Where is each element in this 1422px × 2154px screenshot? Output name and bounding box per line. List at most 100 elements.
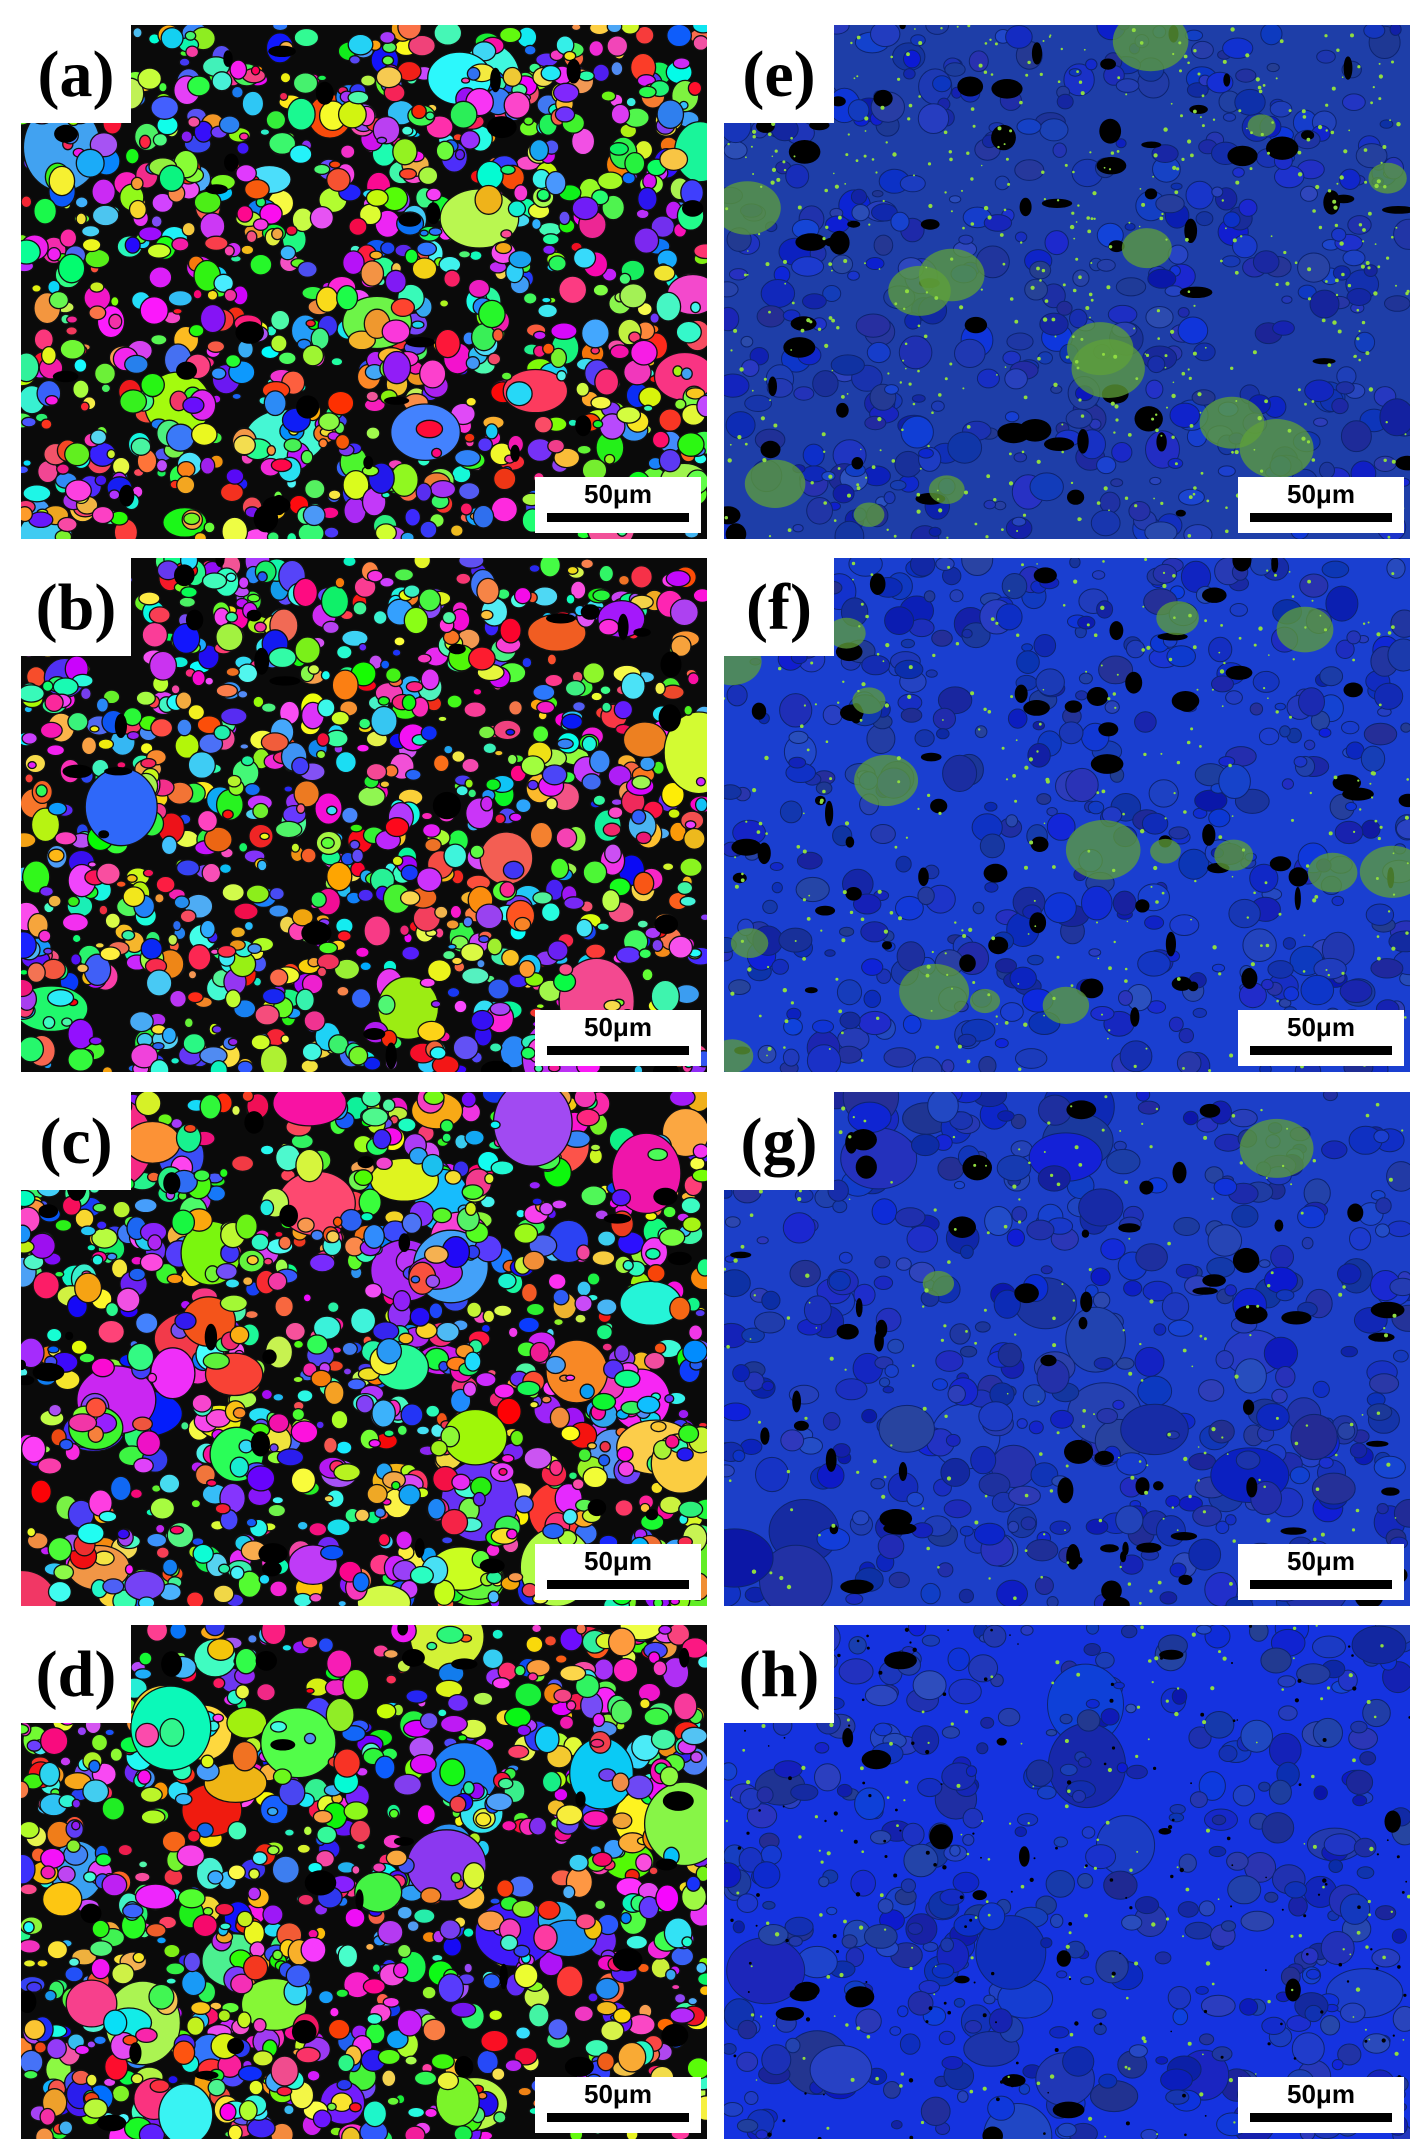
grain [160, 835, 178, 856]
grain [582, 1810, 609, 1827]
grain [295, 1148, 324, 1183]
grain [686, 2057, 707, 2080]
pore [957, 76, 984, 97]
grain [260, 702, 277, 714]
grain [254, 1004, 280, 1026]
grain [1384, 295, 1410, 312]
pore [80, 1903, 102, 1924]
grain [578, 70, 595, 82]
grain [347, 330, 376, 351]
grain [316, 1825, 338, 1845]
pore [836, 402, 849, 418]
grain [48, 1403, 63, 1417]
grain [312, 1809, 333, 1824]
grain [419, 1711, 439, 1730]
grain [67, 711, 89, 732]
pore [662, 1791, 694, 1811]
grain [236, 141, 250, 155]
grain [301, 344, 325, 367]
grain [682, 1339, 707, 1364]
grain [785, 163, 810, 189]
grain [681, 1936, 694, 1948]
grain [658, 408, 683, 432]
pore [658, 704, 681, 732]
grain [283, 1828, 295, 1837]
grain [421, 822, 442, 838]
grain [392, 1773, 423, 1796]
pore [129, 2042, 142, 2064]
grain [355, 1394, 374, 1414]
grain [680, 367, 693, 381]
grain [500, 371, 513, 381]
grain [1006, 332, 1034, 351]
grain [393, 568, 415, 582]
grain [1379, 398, 1410, 437]
grain [384, 817, 410, 838]
grain [659, 1766, 680, 1787]
grain [536, 188, 551, 202]
grain [246, 2117, 276, 2139]
grain [251, 1851, 268, 1866]
grain [639, 1502, 651, 1514]
grain [169, 1625, 188, 1640]
grain [460, 1092, 477, 1108]
grain [496, 1879, 514, 1898]
grain [540, 64, 562, 82]
grain [672, 57, 691, 70]
grain [390, 297, 416, 318]
grain [365, 390, 380, 403]
grain [53, 1563, 75, 1581]
grain [37, 1457, 63, 1475]
grain [606, 25, 623, 34]
grain [236, 2011, 252, 2029]
grain [379, 30, 396, 44]
grain [199, 303, 226, 334]
grain [698, 1984, 707, 1997]
grain [546, 653, 558, 666]
grain [434, 905, 449, 920]
grain [155, 1936, 168, 1945]
grain [124, 354, 149, 375]
grain [517, 1316, 541, 1334]
grain [558, 962, 574, 976]
grain [126, 1342, 155, 1372]
pore [398, 1233, 411, 1252]
pore [357, 1156, 374, 1169]
grain [637, 85, 657, 99]
grain [235, 1684, 251, 1700]
grain [565, 1374, 576, 1382]
grain [592, 1851, 613, 1868]
grain [678, 1500, 704, 1518]
grain [267, 1271, 288, 1292]
grain [492, 1304, 513, 1318]
grain [594, 368, 620, 396]
grain [426, 1497, 446, 1520]
grain [408, 34, 436, 57]
grain [296, 1843, 312, 1855]
grain [256, 859, 268, 872]
grain [242, 1954, 269, 1981]
grain [199, 919, 216, 939]
grain [263, 1257, 274, 1266]
grain [21, 1883, 38, 1896]
grain [84, 248, 111, 269]
grain [225, 666, 240, 678]
grain [407, 2106, 426, 2119]
grain [211, 1025, 223, 1034]
grain [625, 1774, 654, 1800]
grain [533, 415, 553, 434]
grain [234, 1647, 258, 1675]
grain [187, 75, 211, 97]
grain [81, 237, 102, 253]
grain [388, 1808, 400, 1819]
grain [138, 591, 161, 606]
grain [550, 322, 578, 340]
grain [293, 27, 320, 48]
grain [377, 1919, 404, 1945]
grain [363, 1282, 383, 1299]
grain [47, 894, 62, 908]
grain [694, 1308, 706, 1318]
grain [315, 749, 327, 760]
grain [500, 164, 516, 175]
grain [665, 1968, 677, 1982]
